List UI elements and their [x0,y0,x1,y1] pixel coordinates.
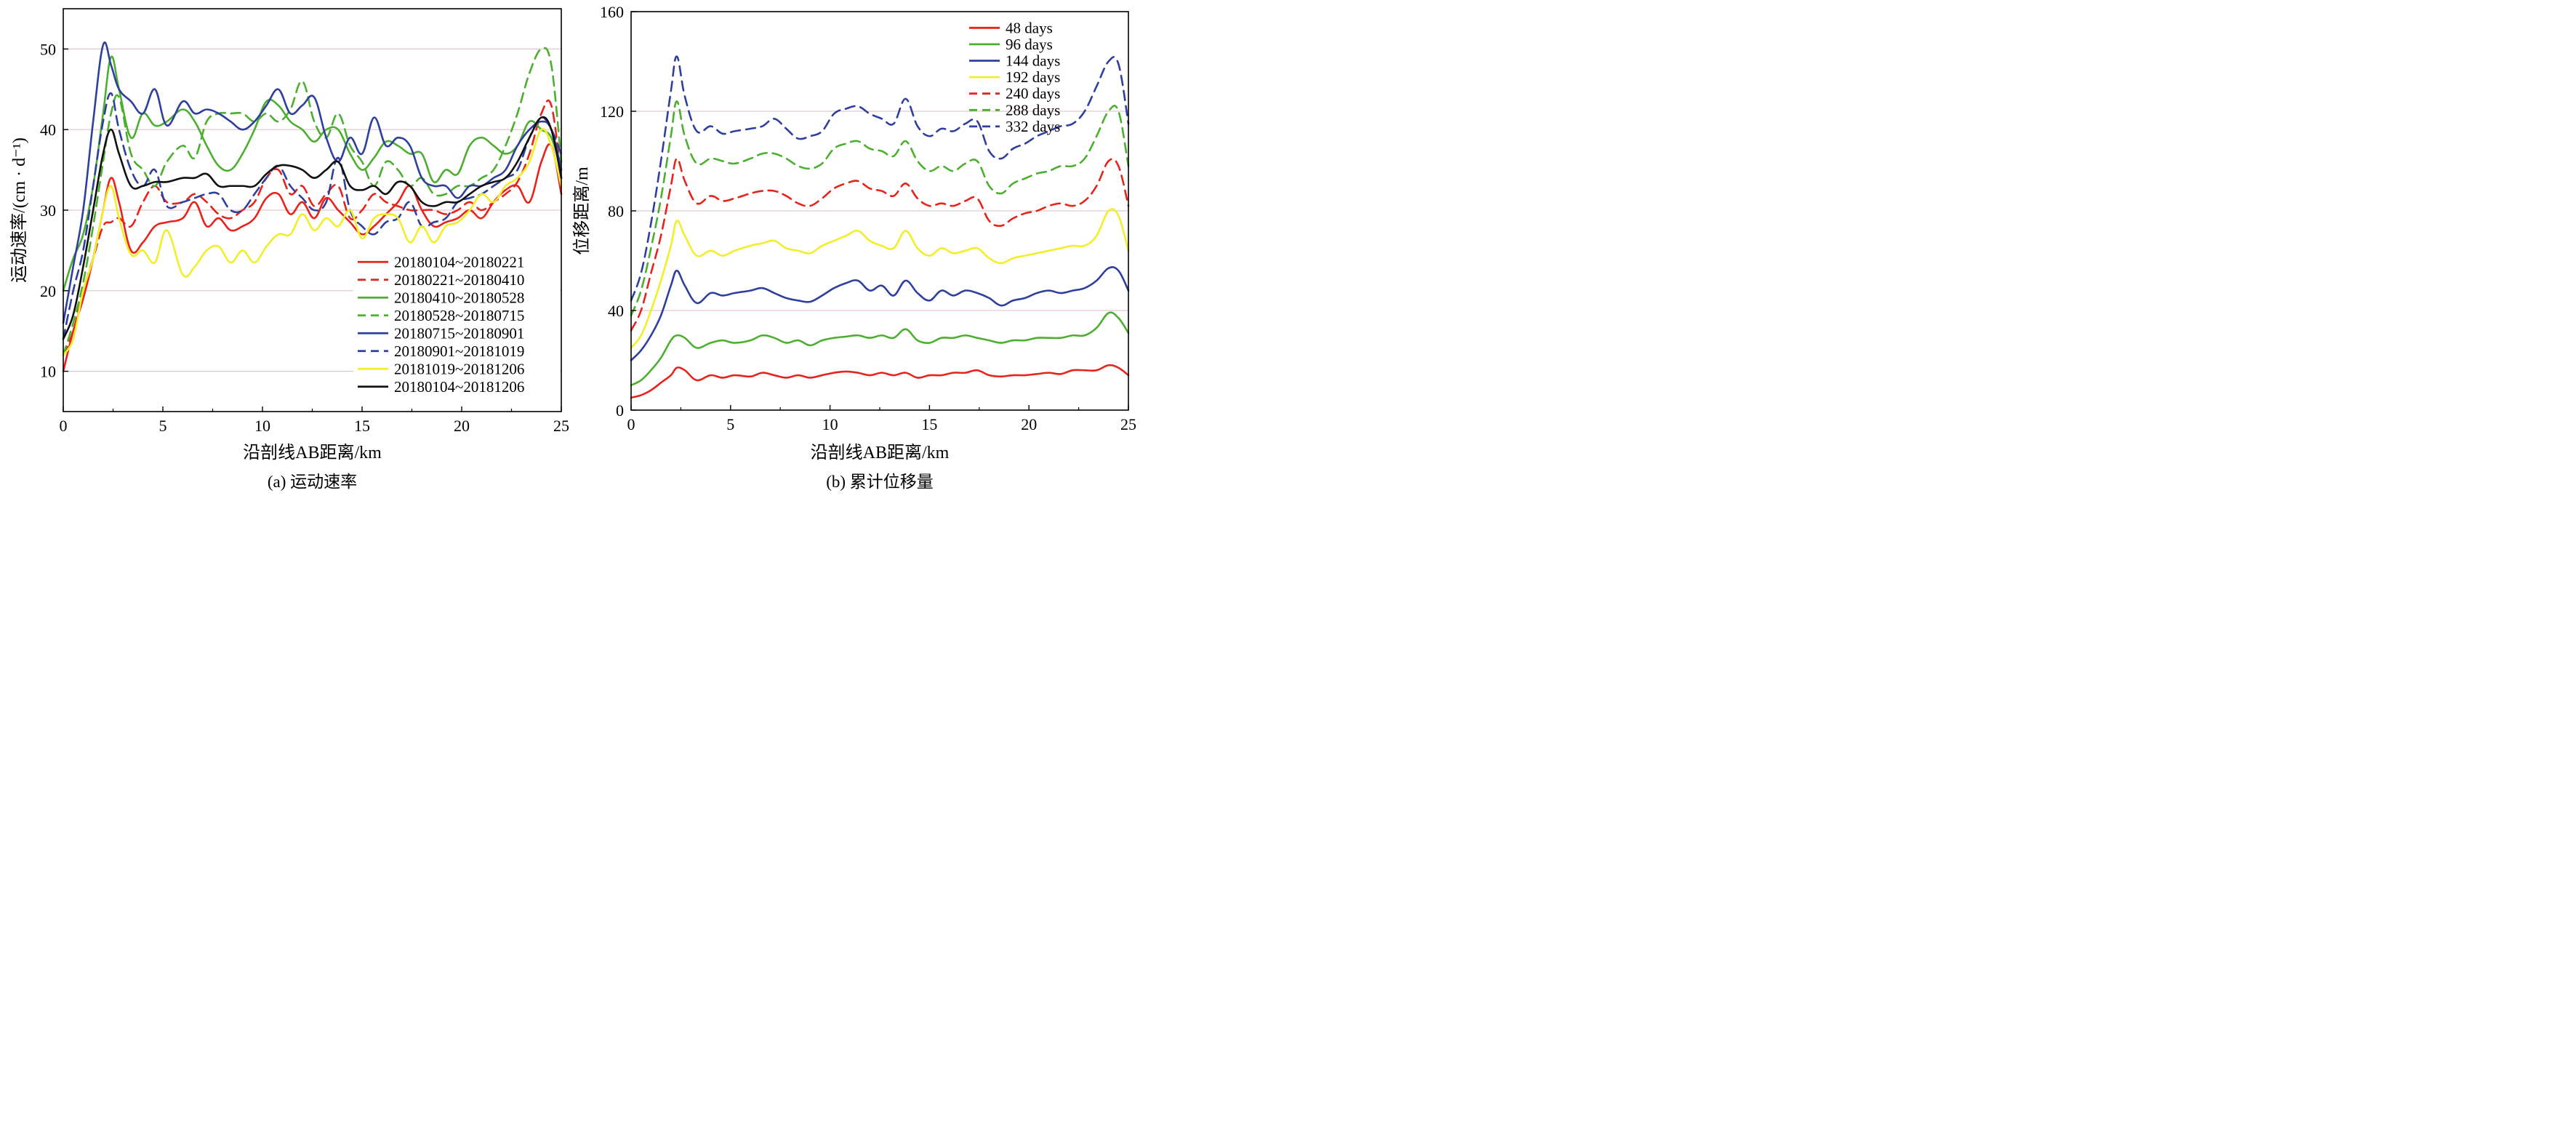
panel-caption: (b) 累计位移量 [826,473,934,491]
x-tick-label: 5 [726,415,734,433]
y-tick-label: 160 [600,3,624,21]
legend-label-48-days: 48 days [1006,19,1053,36]
y-tick-label: 40 [40,121,56,139]
chart-panel-b: 0 5 10 15 20 25 0 40 80 120 160 沿剖线AB距离/km 位移距离/m (b)… [572,3,1136,491]
x-tick-label: 0 [627,415,635,433]
x-axis-title: 沿剖线AB距离/km [243,443,382,462]
x-tick-label: 15 [921,415,937,433]
x-axis-title: 沿剖线AB距离/km [811,443,950,462]
y-tick-label: 40 [608,302,624,320]
legend-label-20181019-20181206: 20181019~20181206 [394,360,524,377]
x-tick-label: 25 [553,417,569,435]
legend-label-20180901-20181019: 20180901~20181019 [394,342,524,360]
series-line-20180104-20181206 [62,116,563,340]
legend-label-20180528-20180715: 20180528~20180715 [394,307,524,324]
legend-label-20180221-20180410: 20180221~20180410 [394,271,524,289]
series-line-96-days [630,311,1130,387]
series-line-332-days [630,55,1130,302]
x-tick-label: 20 [454,417,470,435]
x-tick-label: 10 [822,415,838,433]
y-tick-label: 30 [40,201,56,220]
legend-label-240-days: 240 days [1006,85,1060,103]
panel-caption: (a) 运动速率 [268,473,357,491]
x-tick-label: 0 [60,417,68,435]
legend-label-20180104-20181206: 20180104~20181206 [394,378,524,396]
series-line-144-days [630,266,1130,361]
y-tick-label: 50 [40,40,56,58]
y-tick-label: 80 [608,202,624,220]
legend-label-192-days: 192 days [1006,68,1060,86]
y-tick-label: 0 [616,401,624,420]
series-line-20180410-20180528 [62,55,563,292]
y-tick-label: 120 [600,103,624,121]
x-tick-label: 10 [254,417,270,435]
x-tick-label: 25 [1120,415,1136,433]
series-line-48-days [630,364,1130,399]
series-line-192-days [630,208,1130,349]
legend: 20180104~2018022120180221~20180410201804… [353,250,560,396]
y-axis-title: 运动速率/(cm · d⁻¹) [9,137,29,283]
series-line-20180104-20180221 [62,143,563,372]
legend-label-96-days: 96 days [1006,36,1053,53]
series-line-20180221-20180410 [62,99,563,356]
series-line-20180715-20180901 [62,41,563,324]
legend-label-288-days: 288 days [1006,101,1060,119]
legend-label-144-days: 144 days [1006,52,1060,70]
x-tick-label: 20 [1021,415,1037,433]
figure: 0 5 10 15 20 25 10 20 30 40 50 沿剖线AB距离/km 运动速率/(cm ·… [0,0,1140,497]
legend-label-332-days: 332 days [1006,118,1060,135]
legend-label-20180410-20180528: 20180410~20180528 [394,289,524,306]
series-line-20180528-20180715 [62,47,563,356]
series-line-20181019-20181206 [62,128,563,356]
legend-label-20180715-20180901: 20180715~20180901 [394,324,524,342]
y-tick-label: 20 [40,282,56,300]
legend-label-20180104-20180221: 20180104~20180221 [394,253,524,271]
x-tick-label: 5 [159,417,167,435]
chart-panel-a: 0 5 10 15 20 25 10 20 30 40 50 沿剖线AB距离/km 运动速率/(cm ·… [9,8,569,491]
y-tick-label: 10 [40,363,56,381]
series-line-240-days [630,157,1130,332]
x-tick-label: 15 [354,417,370,435]
y-axis-title: 位移距离/m [572,167,592,255]
